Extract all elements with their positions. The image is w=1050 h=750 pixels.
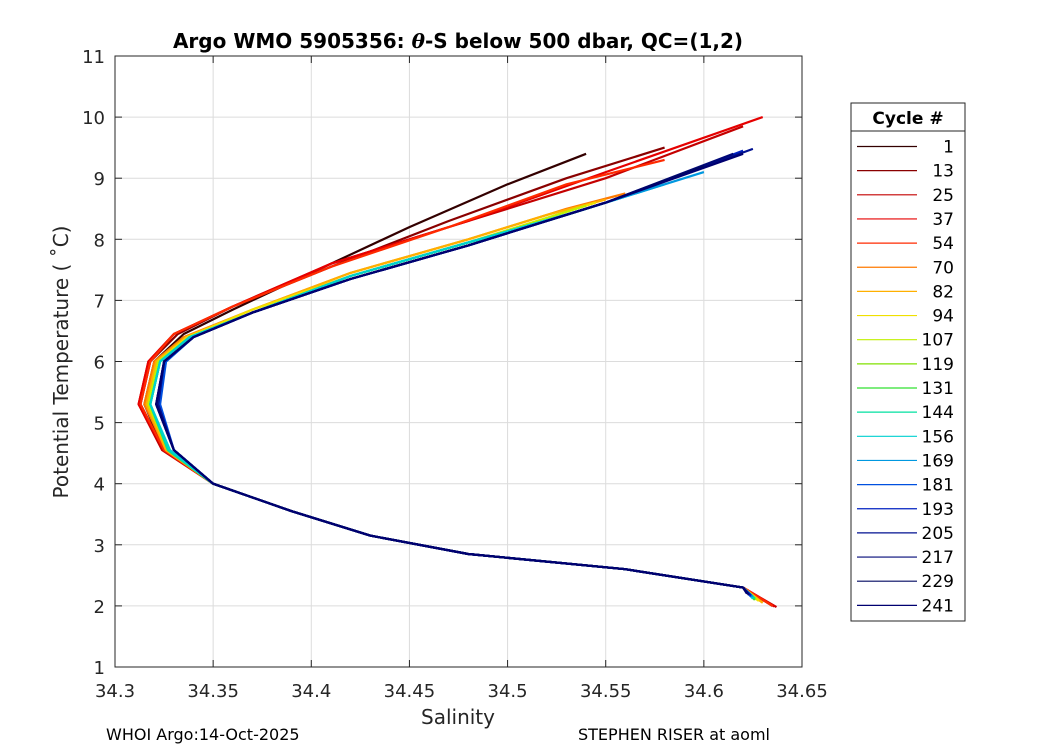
x-axis-label: Salinity [421,705,495,729]
legend-label: 82 [932,282,954,302]
legend-label: 13 [932,162,954,182]
legend-label: 70 [932,258,954,278]
legend-label: 54 [932,234,954,254]
legend-label: 37 [932,210,954,230]
legend-title: Cycle # [872,109,943,129]
x-tick-label: 34.4 [291,681,331,702]
series-line-cycle-241 [155,152,748,595]
y-tick-label: 11 [82,47,105,68]
chart-title: Argo WMO 5905356: θ-S below 500 dbar, QC… [173,29,743,53]
legend-label: 131 [922,379,954,399]
footer-right-credit: STEPHEN RISER at aoml [578,725,770,744]
y-tick-label: 5 [94,414,105,435]
y-tick-label: 2 [94,597,105,618]
legend-label: 25 [932,186,954,206]
y-tick-label: 6 [94,353,105,374]
legend-label: 181 [922,476,954,496]
legend-label: 107 [922,331,954,351]
x-tick-label: 34.3 [95,681,135,702]
y-axis-label: Potential Temperature ( ˚C) [49,226,73,499]
y-tick-label: 7 [94,291,105,312]
legend-label: 229 [922,572,954,592]
footer-left-credit: WHOI Argo:14-Oct-2025 [106,725,300,744]
legend-label: 169 [922,451,954,471]
x-axis-ticks: 34.3 34.35 34.4 34.45 34.5 34.55 34.6 34.65 [95,56,828,702]
legend-label: 1 [943,138,954,158]
x-tick-label: 34.55 [580,681,632,702]
y-tick-label: 1 [94,658,105,679]
x-tick-label: 34.65 [776,681,828,702]
legend-label: 217 [922,548,954,568]
legend-items: 1 13 25 37 54 70 82 94 107 119 131 144 156 169 181 193 2… [857,138,954,616]
x-tick-label: 34.5 [488,681,528,702]
legend: Cycle # 1 13 25 37 54 70 82 94 107 119 131 144 156 16… [850,102,966,622]
legend-label: 156 [922,427,954,447]
y-tick-label: 8 [94,230,105,251]
series-lines [137,116,778,609]
legend-box [850,102,966,622]
legend-label: 241 [922,596,954,616]
legend-label: 205 [922,524,954,544]
legend-label: 119 [922,355,954,375]
x-tick-label: 34.6 [684,681,724,702]
y-tick-label: 3 [94,536,105,557]
y-axis-ticks: 1 2 3 4 5 6 7 8 9 10 11 [82,47,802,679]
y-tick-label: 10 [82,108,105,129]
legend-label: 193 [922,500,954,520]
x-tick-label: 34.45 [384,681,436,702]
legend-label: 144 [922,403,954,423]
legend-label: 94 [932,307,954,327]
x-tick-label: 34.35 [187,681,239,702]
y-tick-label: 9 [94,169,105,190]
y-tick-label: 4 [94,475,105,496]
